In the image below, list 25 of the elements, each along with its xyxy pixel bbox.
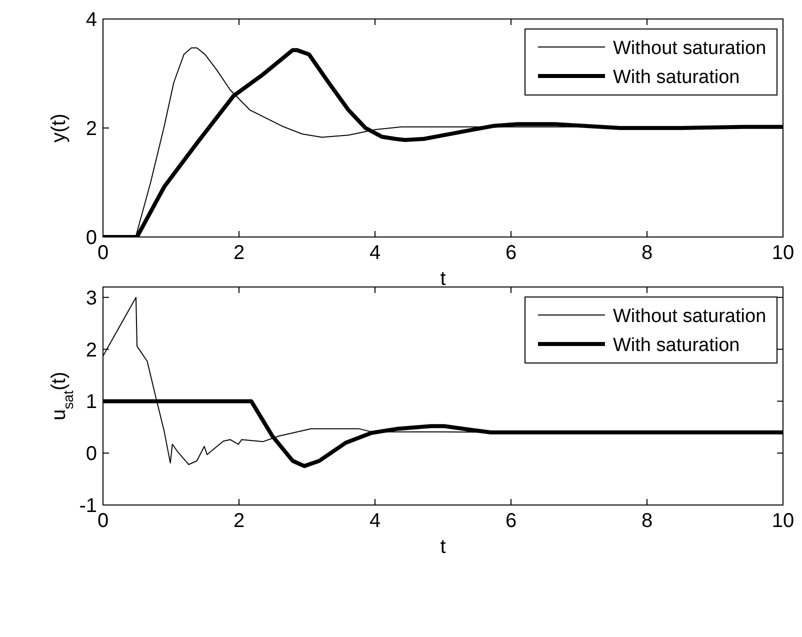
y-tick-label: 3 (86, 287, 97, 310)
y-tick-label: 0 (86, 443, 97, 466)
x-tick-label: 8 (641, 242, 653, 264)
x-tick-label: 10 (772, 242, 794, 264)
legend-label: With saturation (613, 335, 740, 356)
y-tick-label: -1 (79, 495, 97, 517)
y-tick-label: 2 (86, 118, 97, 140)
x-tick-label: 2 (233, 510, 245, 532)
x-tick-label: 10 (772, 510, 794, 532)
y-tick-label: 2 (86, 339, 97, 362)
x-tick-label: 8 (641, 510, 653, 532)
legend-label: Without saturation (613, 306, 766, 327)
x-tick-label: 6 (505, 242, 517, 264)
x-axis-title: t (440, 268, 446, 290)
y-tick-label: 0 (86, 227, 97, 249)
x-tick-label: 4 (369, 242, 381, 264)
x-tick-label: 2 (233, 242, 245, 264)
y-axis-title: y(t) (48, 114, 70, 142)
x-tick-label: 4 (369, 510, 381, 532)
legend-label: With saturation (613, 67, 740, 88)
y-tick-label: 1 (86, 391, 97, 414)
x-axis-title: t (440, 536, 446, 558)
legend-label: Without saturation (613, 38, 766, 59)
y-tick-label: 4 (86, 9, 97, 31)
x-tick-label: 6 (505, 510, 517, 532)
